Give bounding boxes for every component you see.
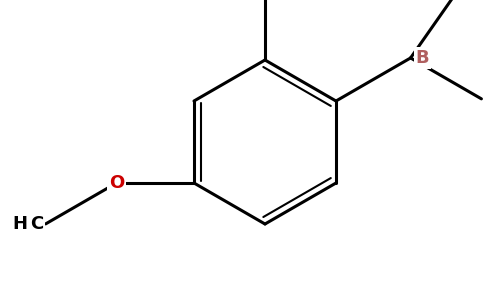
Text: B: B <box>416 49 429 67</box>
Text: C: C <box>30 215 44 233</box>
Text: O: O <box>109 174 124 192</box>
Text: 3: 3 <box>29 224 38 236</box>
Text: H: H <box>13 215 28 233</box>
